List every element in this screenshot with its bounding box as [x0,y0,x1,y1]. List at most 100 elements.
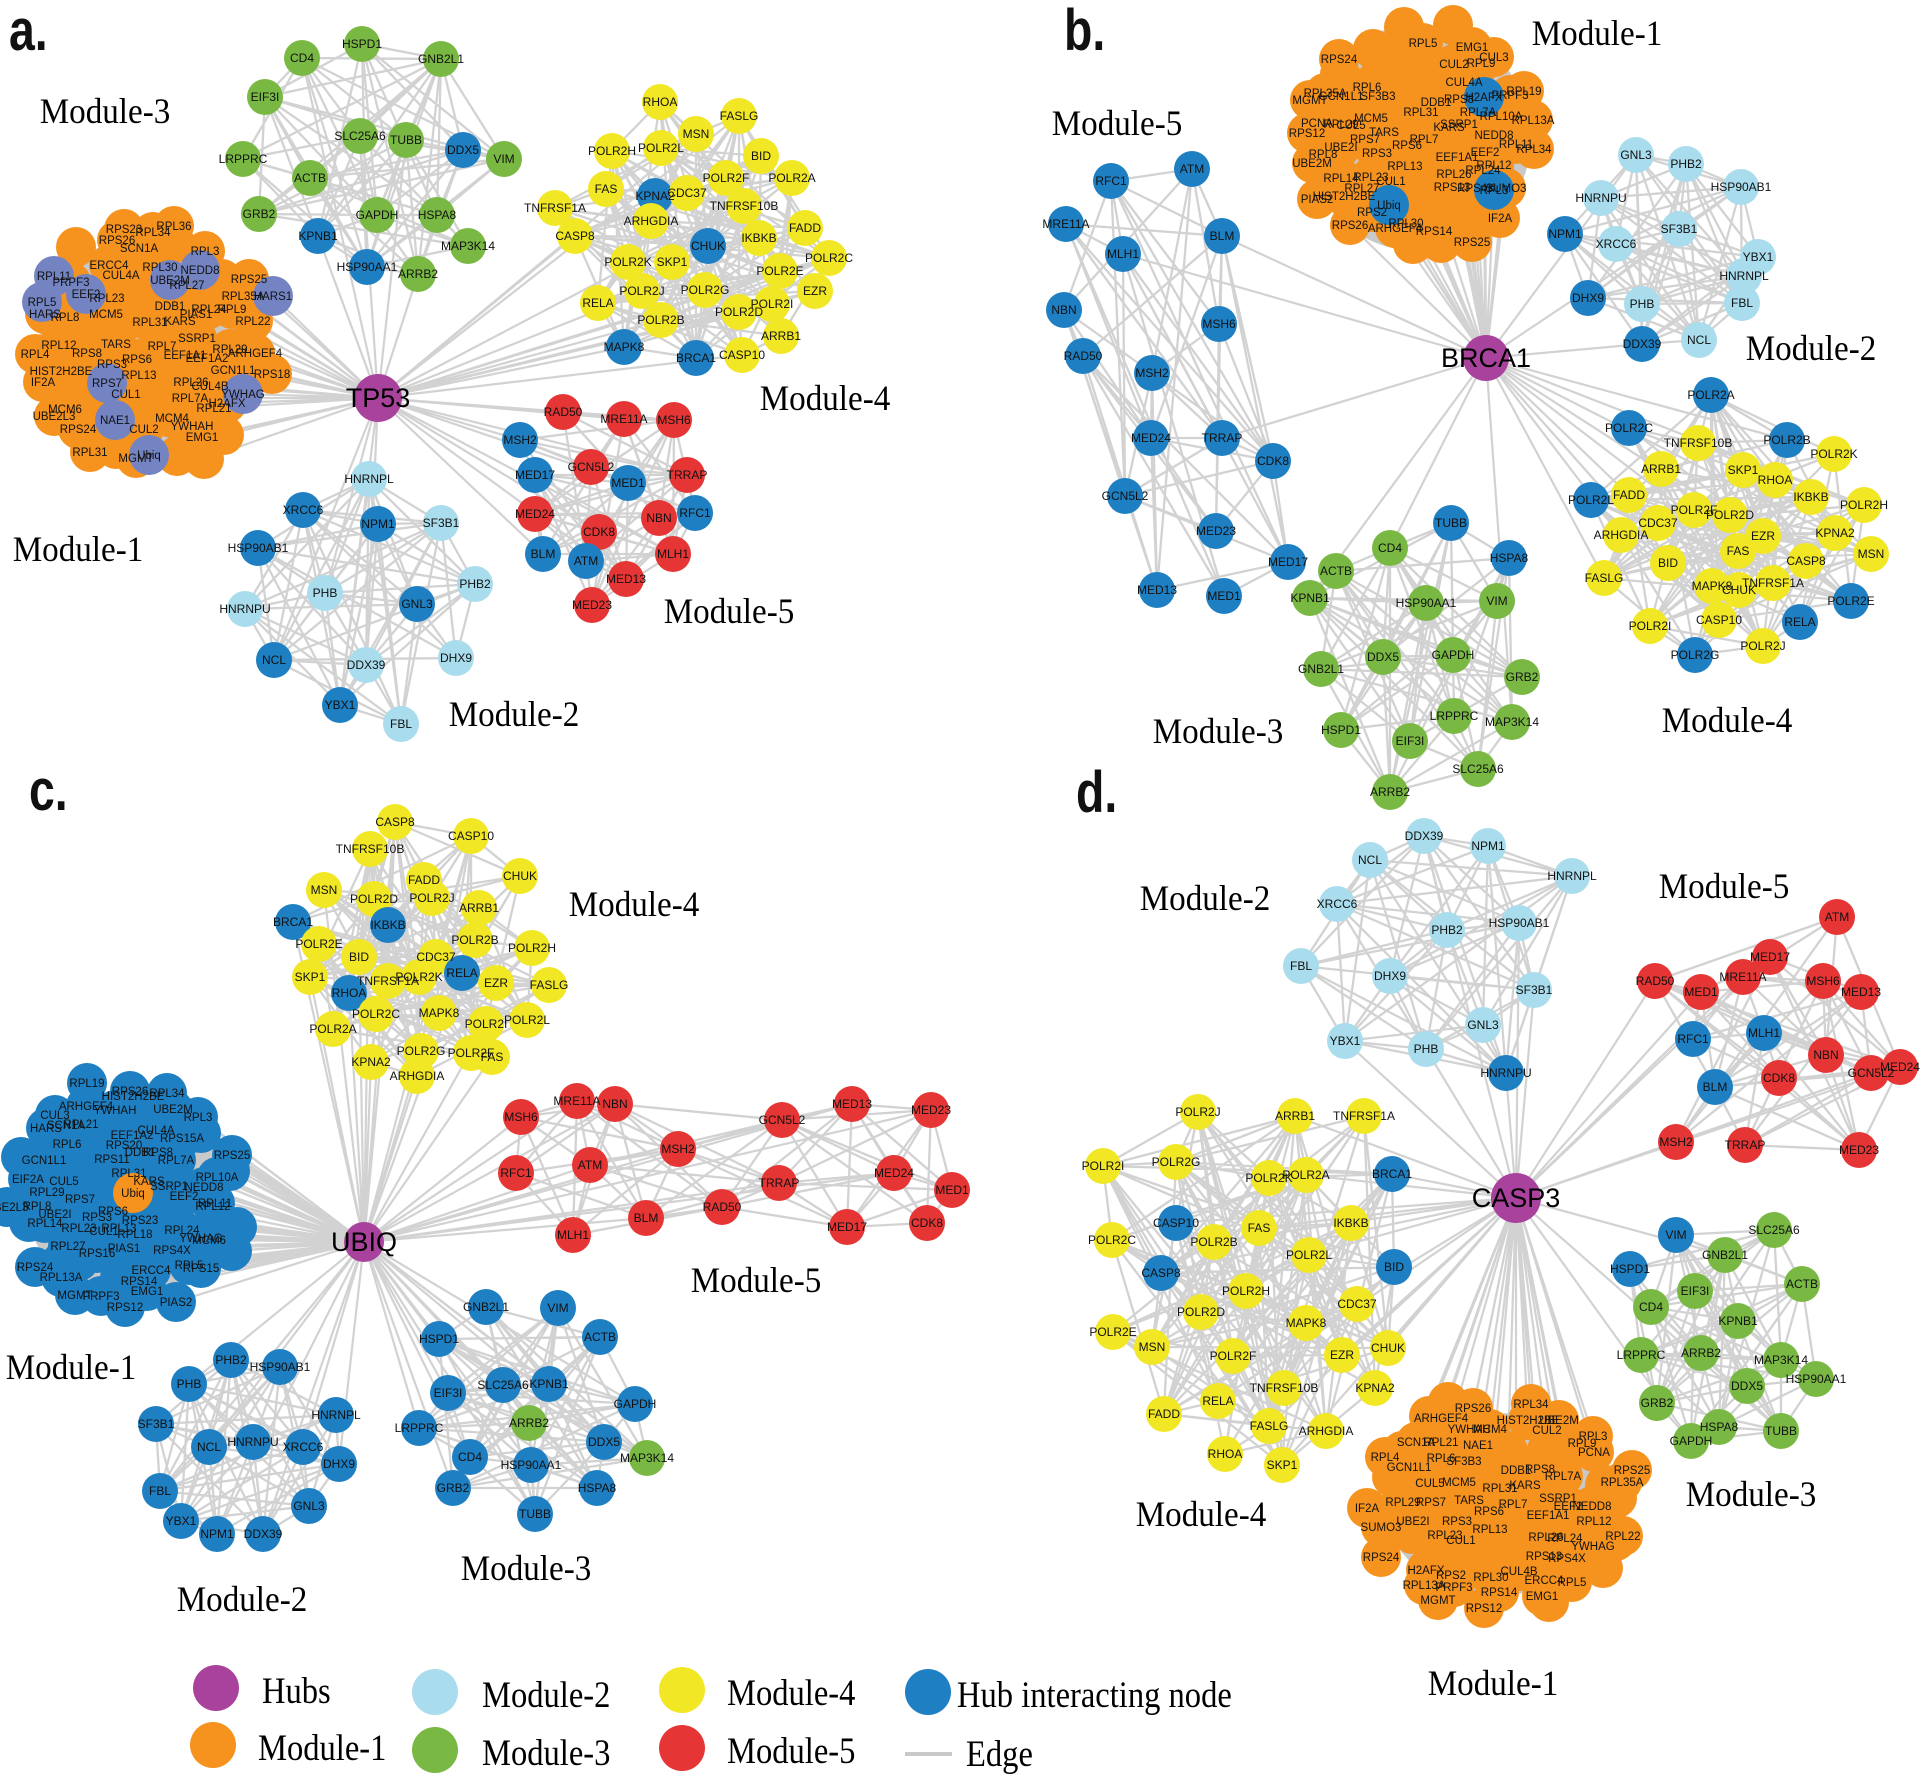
svg-text:FASLG: FASLG [720,109,759,123]
svg-text:CASP8: CASP8 [1786,554,1826,568]
svg-text:SSRP1: SSRP1 [1440,119,1478,131]
svg-text:ACTB: ACTB [1786,1277,1818,1291]
svg-text:RPL14: RPL14 [27,1218,63,1230]
svg-text:GAPDH: GAPDH [356,208,399,222]
svg-text:IKBKB: IKBKB [741,231,776,245]
svg-text:FADD: FADD [408,873,440,887]
svg-text:FADD: FADD [789,221,821,235]
svg-text:FAS: FAS [595,182,618,196]
svg-text:MGMT: MGMT [1420,1595,1455,1607]
svg-text:YWHAG: YWHAG [221,389,265,401]
svg-text:UBE2M: UBE2M [150,275,190,287]
svg-text:ARHGDIA: ARHGDIA [1299,1424,1354,1438]
svg-text:POLR2B: POLR2B [637,313,684,327]
svg-text:CUL1: CUL1 [89,1226,118,1238]
svg-text:HNRNPU: HNRNPU [1575,191,1626,205]
svg-text:POLR2K: POLR2K [395,970,442,984]
svg-text:Module-2: Module-2 [1140,879,1271,919]
svg-text:HSPD1: HSPD1 [1321,723,1361,737]
svg-text:PIAS2: PIAS2 [160,1297,193,1309]
svg-text:ARRB2: ARRB2 [509,1416,549,1430]
svg-text:GAPDH: GAPDH [614,1397,657,1411]
svg-text:PHB2: PHB2 [1670,157,1702,171]
svg-text:KPNA2: KPNA2 [351,1055,391,1069]
svg-text:RPS3: RPS3 [97,359,127,371]
svg-text:RPL9: RPL9 [1467,58,1496,70]
svg-text:RPL19: RPL19 [69,1078,104,1090]
svg-text:YBX1: YBX1 [166,1514,197,1528]
svg-text:POLR2E: POLR2E [295,937,342,951]
svg-text:GNB2L1: GNB2L1 [463,1300,509,1314]
svg-text:POLR2I: POLR2I [751,297,794,311]
svg-text:POLR2B: POLR2B [1190,1235,1237,1249]
svg-text:CUL4B: CUL4B [191,381,228,393]
svg-text:RPS23: RPS23 [106,224,142,236]
svg-text:CASP3: CASP3 [1472,1183,1561,1213]
svg-text:SKP1: SKP1 [1267,1458,1298,1472]
svg-text:YBX1: YBX1 [1330,1034,1361,1048]
svg-text:RPL3: RPL3 [1579,1431,1608,1443]
svg-text:POLR2K: POLR2K [604,255,651,269]
svg-text:MAPK8: MAPK8 [1286,1316,1327,1330]
svg-text:RPL14: RPL14 [1323,173,1359,185]
svg-text:EIF2A: EIF2A [12,1174,44,1186]
svg-text:GAPDH: GAPDH [1670,1434,1713,1448]
svg-text:UBE2I: UBE2I [1396,1516,1429,1528]
svg-text:NBN: NBN [1051,303,1076,317]
svg-text:ARRB2: ARRB2 [1370,785,1410,799]
svg-text:HNRNPL: HNRNPL [344,472,394,486]
svg-text:RPL10A: RPL10A [196,1172,239,1184]
svg-text:RPL26: RPL26 [1436,169,1471,181]
svg-text:KPNB1: KPNB1 [1718,1314,1758,1328]
svg-text:RPL34: RPL34 [1516,144,1552,156]
svg-text:POLR2E: POLR2E [1089,1325,1136,1339]
svg-text:RPL13A: RPL13A [1403,1580,1446,1592]
svg-text:MAPK8: MAPK8 [604,340,645,354]
svg-text:POLR2B: POLR2B [1763,433,1810,447]
svg-text:DDX5: DDX5 [588,1435,620,1449]
svg-text:SF3B1: SF3B1 [138,1417,175,1431]
svg-text:CUL4A: CUL4A [1445,77,1482,89]
svg-text:HNRNPL: HNRNPL [1547,869,1597,883]
svg-text:MAPK8: MAPK8 [419,1006,460,1020]
svg-text:PHB: PHB [1630,297,1655,311]
svg-text:POLR2K: POLR2K [1810,447,1857,461]
svg-text:Module-5: Module-5 [691,1261,822,1301]
svg-text:RPS20: RPS20 [106,1140,142,1152]
svg-text:RPL24: RPL24 [1465,165,1501,177]
svg-text:PHB: PHB [313,586,338,600]
svg-text:NEDD8: NEDD8 [181,265,220,277]
svg-text:RPL3: RPL3 [191,246,220,258]
svg-text:HNRNPL: HNRNPL [311,1408,361,1422]
svg-text:b.: b. [1064,0,1105,63]
svg-text:HSP90AA1: HSP90AA1 [1396,596,1457,610]
svg-text:CUL3: CUL3 [1479,52,1508,64]
svg-text:HNRNPU: HNRNPU [1480,1066,1531,1080]
svg-text:GCN1L1: GCN1L1 [1387,1462,1432,1474]
svg-text:HARS: HARS [30,1123,62,1135]
svg-text:POLR2A: POLR2A [1687,388,1734,402]
svg-text:CASP8: CASP8 [1141,1266,1181,1280]
svg-text:ACTB: ACTB [294,171,326,185]
svg-text:CHUK: CHUK [1722,583,1756,597]
svg-text:RPS18: RPS18 [254,369,290,381]
svg-text:ARRB1: ARRB1 [459,901,499,915]
svg-text:Module-3: Module-3 [40,92,171,132]
svg-text:MSH2: MSH2 [1659,1135,1693,1149]
svg-text:DHX9: DHX9 [1374,969,1406,983]
svg-text:RPL21: RPL21 [196,403,231,415]
svg-text:SF3B3: SF3B3 [1360,91,1395,103]
svg-text:XRCC6: XRCC6 [1317,897,1358,911]
svg-text:c.: c. [29,758,68,823]
svg-text:EZR: EZR [1330,1348,1354,1362]
svg-text:MSN: MSN [1858,547,1885,561]
svg-text:MED24: MED24 [874,1166,914,1180]
svg-text:Module-4: Module-4 [1136,1495,1267,1535]
svg-text:POLR2D: POLR2D [1706,508,1754,522]
svg-text:RFC1: RFC1 [1677,1032,1709,1046]
svg-text:Module-4: Module-4 [760,379,891,419]
svg-text:Module-4: Module-4 [727,1672,855,1713]
svg-text:d.: d. [1076,760,1117,825]
svg-text:EMG1: EMG1 [131,1286,164,1298]
svg-text:POLR2F: POLR2F [1671,503,1718,517]
